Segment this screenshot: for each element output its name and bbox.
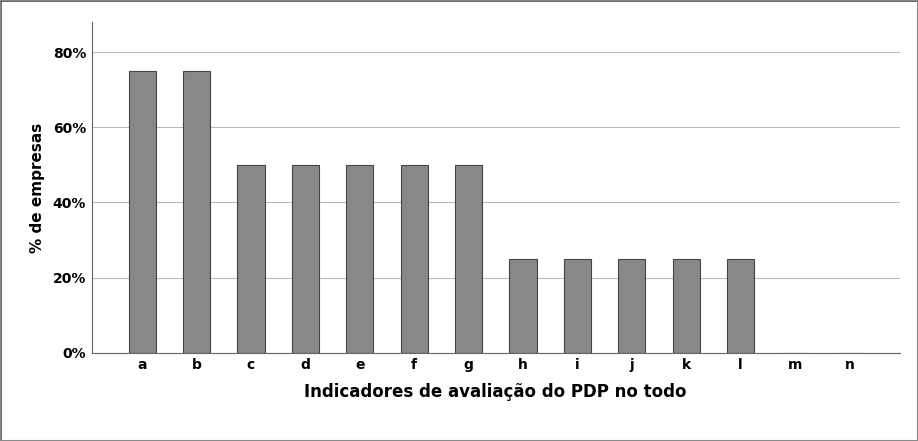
Bar [292,165,319,353]
Bar [564,259,591,353]
Bar [238,165,264,353]
Bar [129,71,156,353]
Bar [673,259,700,353]
Y-axis label: % de empresas: % de empresas [29,122,45,253]
Bar [618,259,645,353]
Bar [183,71,210,353]
Bar [455,165,482,353]
Bar [346,165,374,353]
X-axis label: Indicadores de avaliação do PDP no todo: Indicadores de avaliação do PDP no todo [305,384,687,401]
Bar [509,259,536,353]
Bar [400,165,428,353]
Bar [727,259,754,353]
